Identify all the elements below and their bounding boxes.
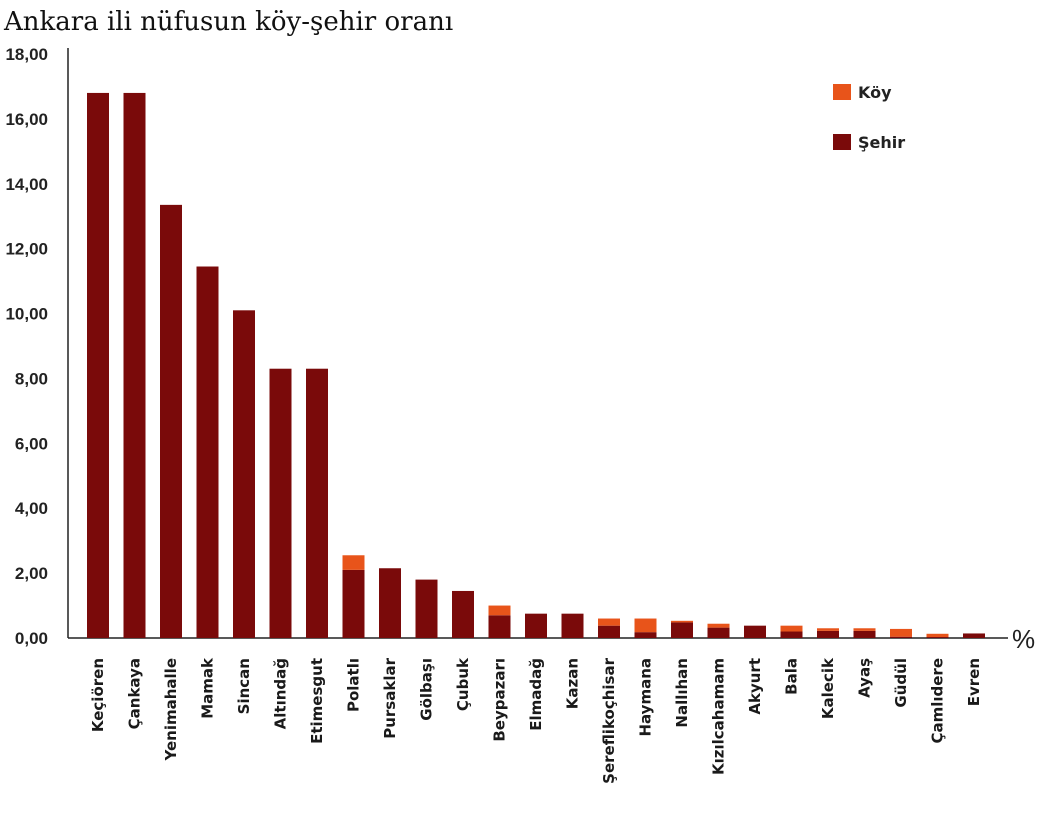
bar-koy — [634, 618, 657, 633]
bar-sehir — [269, 368, 292, 638]
x-tick-label: Etimesgut — [308, 658, 326, 744]
bar-koy — [926, 633, 949, 638]
bar-sehir — [817, 630, 839, 638]
x-axis-ticks: Keçiören Çankaya Yenimahalle Mamak Sincan Alt… — [89, 657, 983, 784]
bar-sehir — [306, 368, 328, 638]
bar-sehir — [853, 630, 876, 638]
bar-sehir — [780, 631, 803, 638]
x-tick-label: Beypazarı — [491, 658, 509, 742]
legend-label: Şehir — [858, 133, 905, 152]
bar-sehir — [598, 625, 620, 638]
y-tick-label: 2,00 — [15, 564, 48, 583]
bar-koy — [488, 605, 511, 616]
bar-sehir — [890, 636, 912, 638]
y-tick-label: 8,00 — [15, 369, 48, 388]
y-axis-ticks: 0,00 2,00 4,00 6,00 8,00 10,00 12,00 14,00 16,00… — [5, 45, 48, 648]
bar-sehir — [160, 204, 182, 638]
x-tick-label: Haymana — [637, 658, 655, 737]
x-tick-label: Gölbaşı — [418, 658, 436, 721]
chart-title: Ankara ili nüfusun köy-şehir oranı — [3, 7, 453, 37]
bar-koy — [780, 625, 803, 632]
bar-sehir — [488, 615, 511, 638]
bar-sehir — [452, 590, 474, 638]
bar-koy — [707, 623, 730, 628]
bar-sehir — [671, 622, 693, 638]
y-tick-label: 12,00 — [5, 240, 48, 259]
bar-sehir — [744, 625, 766, 638]
y-tick-label: 14,00 — [5, 175, 48, 194]
x-tick-label: Çamlıdere — [929, 658, 947, 744]
bar-sehir — [123, 92, 146, 638]
x-tick-label: Nallıhan — [673, 658, 691, 728]
y-tick-label: 18,00 — [5, 45, 48, 64]
x-tick-label: Şereflikoçhisar — [600, 657, 618, 783]
x-tick-label: Bala — [783, 658, 801, 695]
x-tick-label: Keçiören — [89, 658, 107, 732]
bar-sehir — [196, 266, 219, 638]
y-tick-label: 6,00 — [15, 434, 48, 453]
x-tick-label: Elmadağ — [527, 658, 545, 731]
x-tick-label: Akyurt — [746, 658, 764, 715]
x-tick-label: Ayaş — [856, 658, 874, 698]
legend-label: Köy — [858, 83, 892, 102]
bar-sehir — [342, 569, 365, 638]
bar-sehir — [926, 637, 949, 638]
bar-sehir — [963, 633, 985, 638]
bar-sehir — [561, 613, 584, 638]
x-tick-label: Altındağ — [272, 658, 290, 729]
x-tick-label: Polatlı — [345, 658, 363, 712]
x-tick-label: Sincan — [235, 658, 253, 714]
x-tick-label: Kızılcahamam — [710, 658, 728, 775]
bar-sehir — [634, 632, 657, 638]
x-tick-label: Mamak — [199, 657, 217, 719]
x-tick-label: Güdül — [892, 658, 910, 708]
x-tick-label: Yenimahalle — [162, 658, 180, 762]
x-tick-label: Çankaya — [126, 658, 144, 729]
bars — [87, 92, 985, 638]
bar-sehir — [87, 92, 109, 638]
bar-sehir — [379, 568, 401, 638]
x-tick-label: Pursaklar — [381, 657, 399, 738]
bar-sehir — [415, 579, 438, 638]
x-tick-label: Kalecik — [819, 657, 837, 719]
bar-koy — [342, 555, 365, 570]
bar-koy — [853, 628, 876, 631]
unit-label: % — [1012, 624, 1035, 654]
bar-sehir — [707, 627, 730, 638]
y-tick-label: 4,00 — [15, 499, 48, 518]
x-tick-label: Kazan — [564, 658, 582, 709]
y-tick-label: 16,00 — [5, 110, 48, 129]
legend-swatch — [833, 84, 851, 100]
bar-koy — [598, 618, 620, 626]
y-tick-label: 0,00 — [15, 629, 48, 648]
bar-koy — [817, 628, 839, 631]
bar-sehir — [525, 613, 547, 638]
bar-sehir — [233, 310, 255, 638]
legend-swatch — [833, 134, 851, 150]
x-tick-label: Çubuk — [454, 657, 472, 711]
bar-koy — [890, 628, 912, 637]
x-tick-label: Evren — [965, 658, 983, 706]
legend: Köy Şehir — [833, 83, 905, 152]
y-tick-label: 10,00 — [5, 305, 48, 324]
bar-koy — [671, 620, 693, 623]
